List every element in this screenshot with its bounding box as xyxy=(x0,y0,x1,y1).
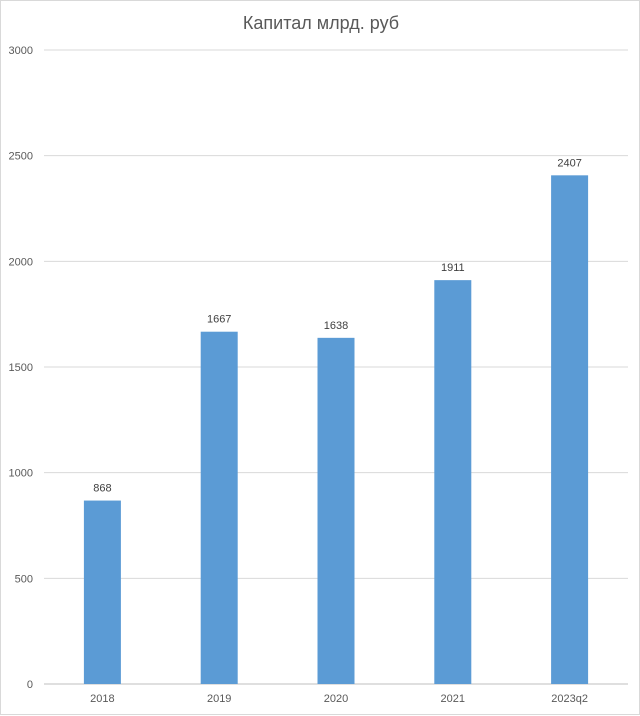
x-tick-label-2020: 2020 xyxy=(324,693,348,705)
bar-2020 xyxy=(317,337,355,684)
data-labels: 868 1667 1638 1911 2407 xyxy=(93,157,582,494)
y-tick-label: 500 xyxy=(15,573,33,585)
bar-2021 xyxy=(434,280,472,684)
y-tick-label: 1500 xyxy=(9,362,33,374)
y-axis-tick-labels: 0 500 1000 1500 2000 2500 3000 xyxy=(9,45,33,691)
data-label-2020: 1638 xyxy=(324,320,348,332)
y-tick-label: 2500 xyxy=(9,151,33,163)
data-label-2023q2: 2407 xyxy=(557,157,581,169)
y-tick-label: 1000 xyxy=(9,468,33,480)
data-label-2021: 1911 xyxy=(441,262,465,274)
x-tick-label-2019: 2019 xyxy=(207,693,231,705)
x-tick-label-2021: 2021 xyxy=(441,693,465,705)
x-tick-label-2018: 2018 xyxy=(90,693,114,705)
x-axis-tick-labels: 2018 2019 2020 2021 2023q2 xyxy=(90,693,588,705)
bars xyxy=(83,175,589,684)
bar-2018 xyxy=(83,500,121,684)
bar-2019 xyxy=(200,331,238,684)
chart-title: Капитал млрд. руб xyxy=(242,13,400,33)
y-tick-label: 0 xyxy=(27,679,33,691)
bar-2023q2 xyxy=(551,175,589,684)
data-label-2018: 868 xyxy=(93,483,111,495)
y-tick-label: 3000 xyxy=(9,45,33,57)
x-tick-label-2023q2: 2023q2 xyxy=(551,693,588,705)
y-tick-label: 2000 xyxy=(9,256,33,268)
data-label-2019: 1667 xyxy=(207,314,231,326)
